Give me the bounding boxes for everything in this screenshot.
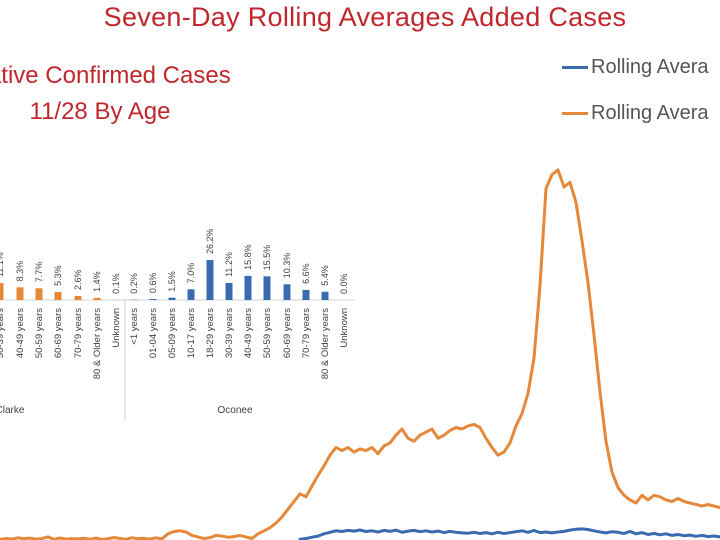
category-label-oconee-3: 10-17 years [186,308,197,358]
data-label-clarke-4: 2.6% [73,270,83,291]
bar-clarke-5 [93,297,101,300]
bar-clarke-0 [0,283,4,300]
bar-oconee-9 [302,289,310,300]
category-label-clarke-4: 70-79 years [73,308,84,358]
data-label-clarke-2: 7.7% [34,262,44,283]
category-label-oconee-4: 18-29 years [205,308,216,358]
data-label-oconee-0: 0.2% [129,273,139,294]
category-label-clarke-6: Unknown [111,308,122,348]
data-label-oconee-5: 11.2% [224,252,234,277]
bar-oconee-7 [263,276,271,300]
data-label-clarke-5: 1.4% [92,271,102,292]
category-label-oconee-5: 30-39 years [224,308,235,358]
bar-clarke-4 [74,296,82,300]
inset-title-line1: ulative Confirmed Cases [0,62,231,89]
bar-clarke-3 [54,291,62,300]
legend-swatch-orange [562,111,588,115]
category-label-clarke-3: 60-69 years [53,308,64,358]
category-label-oconee-10: 80 & Older years [320,308,331,380]
inset-title-line2: 11/28 By Age [29,98,171,125]
data-label-oconee-7: 15.5% [262,245,272,271]
category-label-clarke-0: 30-39 years [0,308,6,358]
bar-clarke-1 [16,287,24,300]
group-label-oconee: Oconee [217,405,252,416]
line-series-0 [0,168,720,540]
data-label-clarke-6: 0.1% [111,273,121,294]
data-label-clarke-3: 5.3% [53,265,63,286]
category-label-oconee-0: <1 years [129,308,140,345]
category-label-oconee-1: 01-04 years [148,308,159,358]
bar-oconee-6 [244,275,252,300]
legend-swatch-blue [562,65,588,69]
data-label-oconee-8: 10.3% [282,253,292,279]
legend-entry-blue: Rolling Avera [562,52,708,82]
category-label-oconee-11: Unknown [339,308,350,348]
category-label-clarke-1: 40-49 years [15,308,26,358]
data-label-oconee-4: 26.2% [205,228,215,254]
data-label-oconee-11: 0.0% [339,273,349,294]
category-label-clarke-5: 80 & Older years [92,308,103,380]
legend-label-orange: Rolling Avera [591,101,709,124]
bar-oconee-10 [321,291,329,300]
legend-entry-orange: Rolling Avera [562,98,708,128]
data-label-oconee-6: 15.8% [243,244,253,270]
data-label-clarke-1: 8.3% [15,261,25,282]
category-label-oconee-6: 40-49 years [243,308,254,358]
bar-oconee-4 [206,260,214,300]
data-label-oconee-2: 1.5% [167,271,177,292]
group-label-clarke: Clarke [0,405,25,416]
bar-oconee-2 [168,297,176,300]
category-label-oconee-8: 60-69 years [282,308,293,358]
line-series-1 [298,527,720,540]
data-label-clarke-0: 11.1% [0,252,5,277]
data-label-oconee-9: 6.6% [301,263,311,284]
category-label-oconee-9: 70-79 years [301,308,312,358]
bar-oconee-3 [187,289,195,300]
category-label-clarke-2: 50-59 years [34,308,45,358]
category-label-oconee-7: 50-59 years [262,308,273,358]
data-label-oconee-10: 5.4% [320,265,330,286]
bar-oconee-1 [149,299,157,300]
bar-oconee-8 [283,284,291,300]
age-bar-chart: 11.1% 30-39 years 8.3% 40-49 years 7.7% 50-59… [0,228,355,420]
chart-title: Seven-Day Rolling Averages Added Cases [103,2,627,32]
legend-label-blue: Rolling Avera [591,55,709,78]
data-label-oconee-1: 0.6% [148,273,158,294]
data-label-oconee-3: 7.0% [186,263,196,284]
bar-clarke-2 [35,288,43,300]
bar-oconee-5 [225,282,233,300]
category-label-oconee-2: 05-09 years [167,308,178,358]
